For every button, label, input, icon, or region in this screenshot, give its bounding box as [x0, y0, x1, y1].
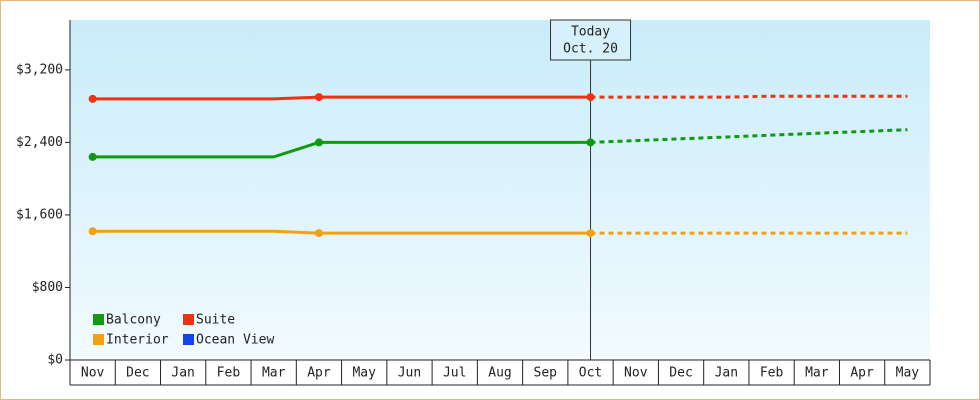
today-label: Today — [571, 25, 610, 40]
x-tick-label: Apr — [307, 366, 331, 381]
price-line — [92, 229, 591, 235]
price-line — [92, 140, 591, 159]
x-tick-label: Jan — [171, 366, 194, 381]
point — [88, 94, 97, 103]
point — [314, 229, 323, 238]
today-box — [550, 19, 632, 61]
legend-label: Suite — [196, 313, 235, 328]
today-date: Oct. 20 — [563, 42, 618, 57]
x-tick-label: May — [352, 366, 376, 381]
x-tick-label: Mar — [805, 366, 829, 381]
x-tick-label: Feb — [760, 366, 784, 381]
price-line — [92, 95, 591, 101]
legend-swatch — [93, 334, 104, 345]
legend-swatch — [183, 334, 194, 345]
x-tick-label: Jun — [398, 366, 421, 381]
x-tick-label: Mar — [262, 366, 286, 381]
plot-area — [70, 20, 930, 360]
forecast-line — [590, 128, 908, 144]
legend-swatch — [183, 314, 194, 325]
y-tick-label: $2,400 — [16, 135, 63, 150]
x-tick-label: Dec — [126, 366, 149, 381]
x-tick-label: May — [896, 366, 920, 381]
legend-label: Balcony — [106, 313, 161, 328]
x-tick-label: Aug — [488, 366, 511, 381]
point — [88, 227, 97, 236]
legend-label: Interior — [106, 333, 169, 348]
x-tick-label: Sep — [534, 366, 558, 381]
point — [314, 138, 323, 147]
x-tick-label: Oct — [579, 366, 602, 381]
x-tick-label: Apr — [850, 366, 874, 381]
y-tick-label: $0 — [47, 353, 63, 368]
y-tick-label: $1,600 — [16, 207, 63, 222]
point — [314, 93, 323, 102]
x-tick-label: Nov — [624, 366, 648, 381]
forecast-line — [590, 94, 908, 99]
x-tick-label: Jan — [715, 366, 738, 381]
point — [88, 152, 97, 161]
x-tick-label: Jul — [443, 366, 466, 381]
legend-label: Ocean View — [196, 333, 274, 348]
x-tick-label: Dec — [669, 366, 692, 381]
legend-swatch — [93, 314, 104, 325]
y-tick-label: $3,200 — [16, 62, 63, 77]
x-tick-label: Nov — [81, 366, 105, 381]
x-tick-label: Feb — [217, 366, 241, 381]
y-tick-label: $800 — [32, 280, 63, 295]
